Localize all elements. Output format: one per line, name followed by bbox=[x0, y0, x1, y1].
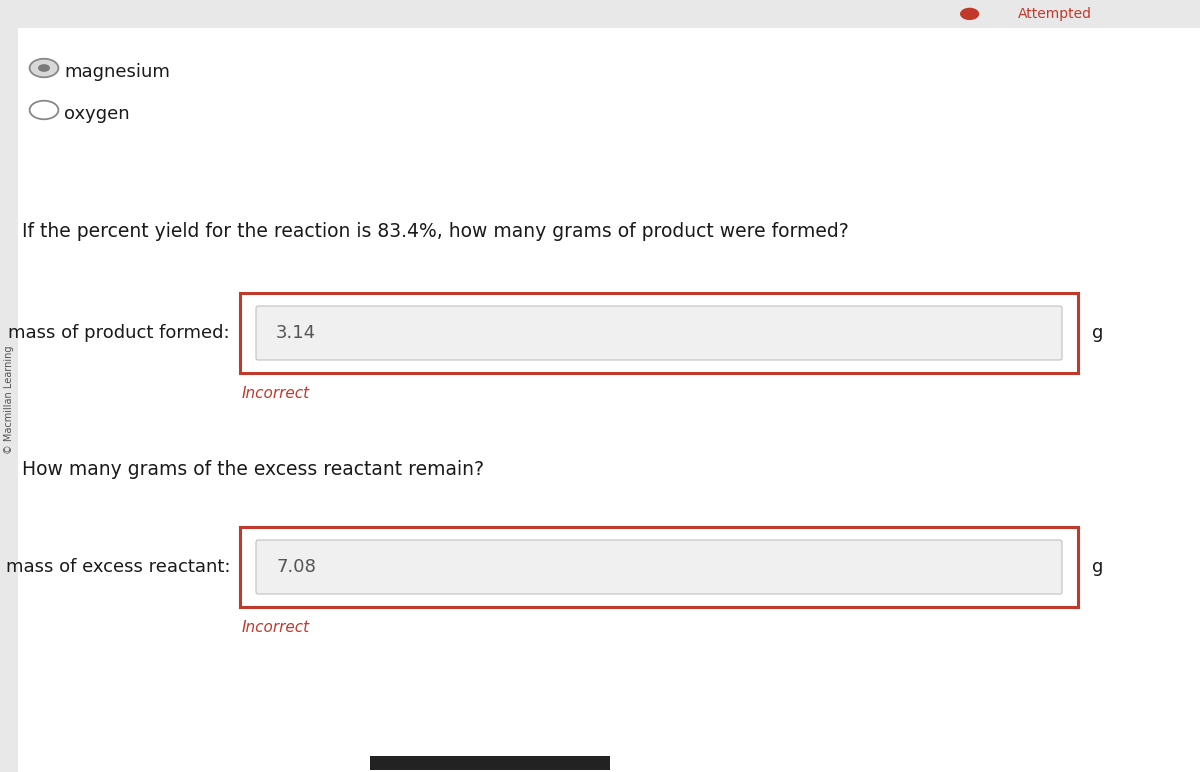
FancyBboxPatch shape bbox=[240, 293, 1078, 373]
Text: How many grams of the excess reactant remain?: How many grams of the excess reactant re… bbox=[22, 460, 484, 479]
Text: Incorrect: Incorrect bbox=[242, 620, 310, 635]
Text: 3.14: 3.14 bbox=[276, 324, 316, 342]
Text: oxygen: oxygen bbox=[64, 105, 130, 123]
Text: Incorrect: Incorrect bbox=[242, 386, 310, 401]
Text: mass of excess reactant:: mass of excess reactant: bbox=[6, 558, 230, 576]
Text: If the percent yield for the reaction is 83.4%, how many grams of product were f: If the percent yield for the reaction is… bbox=[22, 222, 848, 241]
FancyBboxPatch shape bbox=[0, 0, 1200, 28]
Text: Attempted: Attempted bbox=[1018, 7, 1092, 21]
Text: g: g bbox=[1092, 558, 1103, 576]
Text: © Macmillan Learning: © Macmillan Learning bbox=[4, 346, 14, 454]
FancyBboxPatch shape bbox=[256, 540, 1062, 594]
FancyBboxPatch shape bbox=[0, 28, 18, 772]
Text: mass of product formed:: mass of product formed: bbox=[8, 324, 230, 342]
FancyBboxPatch shape bbox=[240, 527, 1078, 607]
FancyBboxPatch shape bbox=[256, 306, 1062, 360]
FancyBboxPatch shape bbox=[370, 756, 610, 770]
Text: magnesium: magnesium bbox=[64, 63, 170, 81]
Text: g: g bbox=[1092, 324, 1103, 342]
Text: 7.08: 7.08 bbox=[276, 558, 316, 576]
